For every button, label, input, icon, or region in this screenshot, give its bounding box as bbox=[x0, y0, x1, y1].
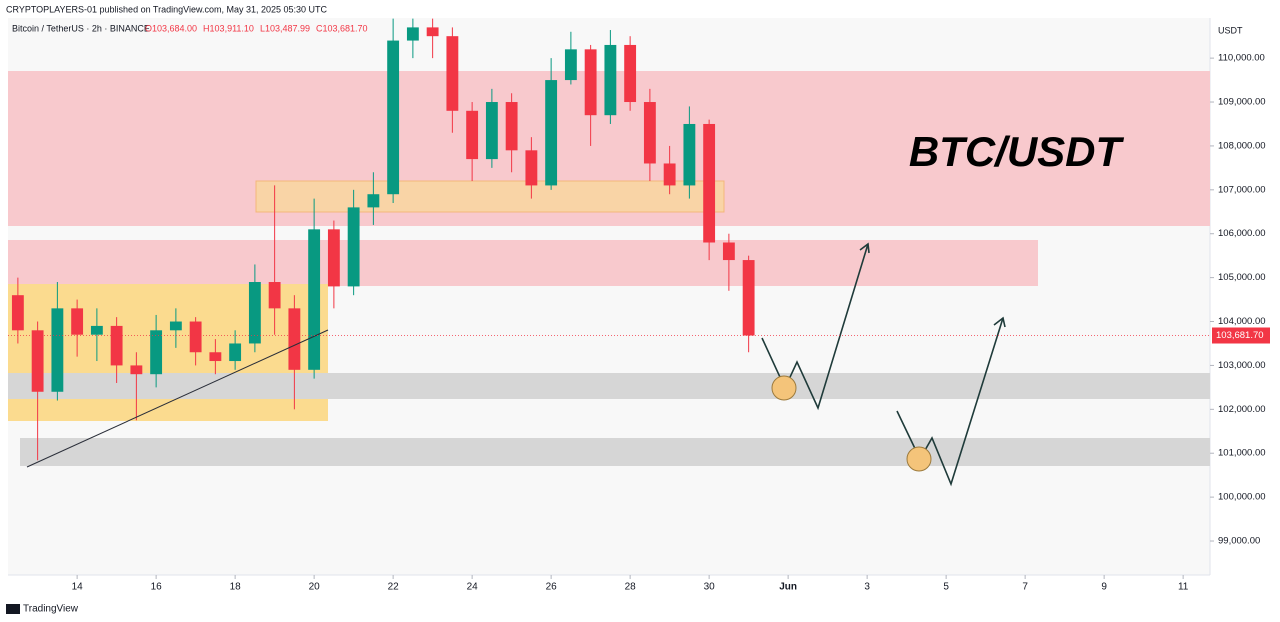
projection-path bbox=[761, 243, 869, 411]
support-zone bbox=[8, 373, 1210, 399]
candle-body bbox=[248, 282, 261, 344]
candle-body bbox=[663, 163, 676, 186]
candle-body bbox=[722, 242, 735, 261]
candle-body bbox=[229, 343, 242, 362]
target-circle bbox=[771, 375, 797, 401]
overlay: BTC/USDT bbox=[26, 128, 1125, 487]
candle-body bbox=[268, 282, 281, 309]
y-tick-label: 100,000.00 bbox=[1218, 492, 1266, 503]
candle-body bbox=[31, 330, 44, 392]
candle-body bbox=[308, 229, 321, 370]
candle-body bbox=[584, 49, 597, 116]
candle-body bbox=[51, 308, 64, 392]
logo bbox=[6, 604, 20, 614]
candle-body bbox=[90, 325, 103, 335]
ohlc-value: H103,911.10 bbox=[203, 23, 254, 33]
y-tick-label: 108,000.00 bbox=[1218, 140, 1266, 151]
candle-body bbox=[564, 49, 577, 81]
candle-body bbox=[387, 40, 400, 195]
candle-body bbox=[624, 44, 637, 103]
y-tick-label: 101,000.00 bbox=[1218, 448, 1266, 459]
candle-body bbox=[485, 102, 498, 160]
candle-body bbox=[446, 36, 459, 111]
candle-body bbox=[604, 44, 617, 116]
currency: USDT bbox=[1218, 25, 1243, 35]
candle-body bbox=[742, 260, 755, 336]
supply-zone bbox=[255, 180, 725, 213]
candle-body bbox=[130, 365, 143, 375]
y-tick-label: 104,000.00 bbox=[1218, 316, 1266, 327]
candle-body bbox=[466, 110, 479, 160]
candle-body bbox=[525, 150, 538, 186]
x-tick-label: 7 bbox=[1022, 582, 1028, 593]
x-tick-label: 20 bbox=[309, 582, 321, 593]
symbol: Bitcoin / TetherUS · 2h · BINANCE bbox=[12, 23, 150, 33]
ohlc-value: L103,487.99 bbox=[260, 23, 310, 33]
candle-body bbox=[703, 123, 716, 243]
candle-body bbox=[347, 207, 360, 287]
candle-body bbox=[169, 321, 182, 331]
projection-path bbox=[896, 317, 1004, 487]
last-price-box bbox=[1212, 327, 1270, 344]
support-zone bbox=[20, 438, 1210, 466]
ohlc-value: C103,681.70 bbox=[316, 23, 368, 33]
x-tick-label: 18 bbox=[230, 582, 242, 593]
candle-body bbox=[11, 295, 24, 331]
x-tick-label: 14 bbox=[72, 582, 84, 593]
y-tick-label: 102,000.00 bbox=[1218, 404, 1266, 415]
ohlc-value: O103,684.00 bbox=[145, 23, 197, 33]
attribution: CRYPTOPLAYERS-01 published on TradingVie… bbox=[6, 4, 328, 14]
x-tick-label: 24 bbox=[467, 582, 479, 593]
candle-body bbox=[683, 123, 696, 186]
x-tick-label: 22 bbox=[388, 582, 400, 593]
candle-body bbox=[327, 229, 340, 287]
y-tick-label: 106,000.00 bbox=[1218, 228, 1266, 239]
resistance-zone bbox=[8, 240, 1038, 286]
x-tick-label: 11 bbox=[1178, 582, 1189, 593]
footer: TradingView bbox=[23, 604, 79, 615]
x-tick-label: 26 bbox=[546, 582, 558, 593]
y-tick-label: 110,000.00 bbox=[1218, 53, 1265, 64]
y-tick-label: 109,000.00 bbox=[1218, 97, 1266, 108]
candle-body bbox=[643, 102, 656, 164]
x-tick-label: Jun bbox=[779, 582, 797, 593]
x-tick-label: 3 bbox=[864, 582, 870, 593]
x-tick-label: 30 bbox=[704, 582, 716, 593]
trendline bbox=[26, 329, 329, 468]
annotation: BTC/USDT bbox=[909, 128, 1125, 175]
target-circle bbox=[906, 446, 932, 472]
candle-body bbox=[505, 102, 518, 151]
candle-body bbox=[288, 308, 301, 370]
candle-body bbox=[71, 308, 84, 335]
last-price-label: 103,681.70 bbox=[1216, 330, 1264, 341]
y-tick-label: 105,000.00 bbox=[1218, 272, 1266, 283]
x-tick-label: 5 bbox=[943, 582, 949, 593]
candle-body bbox=[367, 194, 380, 208]
y-tick-label: 99,000.00 bbox=[1218, 536, 1260, 547]
candle-body bbox=[406, 27, 419, 41]
candles bbox=[11, 18, 755, 461]
candle-body bbox=[209, 352, 222, 362]
candle-body bbox=[110, 325, 123, 366]
x-tick-label: 28 bbox=[625, 582, 637, 593]
candle-body bbox=[150, 330, 163, 375]
x-tick-label: 16 bbox=[151, 582, 163, 593]
candle-body bbox=[426, 27, 439, 37]
y-tick-label: 107,000.00 bbox=[1218, 184, 1266, 195]
candle-body bbox=[545, 80, 558, 186]
zones bbox=[8, 71, 1210, 466]
candle-body bbox=[189, 321, 202, 353]
y-tick-label: 103,000.00 bbox=[1218, 360, 1266, 371]
arrow-head bbox=[859, 242, 870, 254]
arrow-head bbox=[993, 316, 1006, 328]
x-tick-label: 9 bbox=[1101, 582, 1107, 593]
